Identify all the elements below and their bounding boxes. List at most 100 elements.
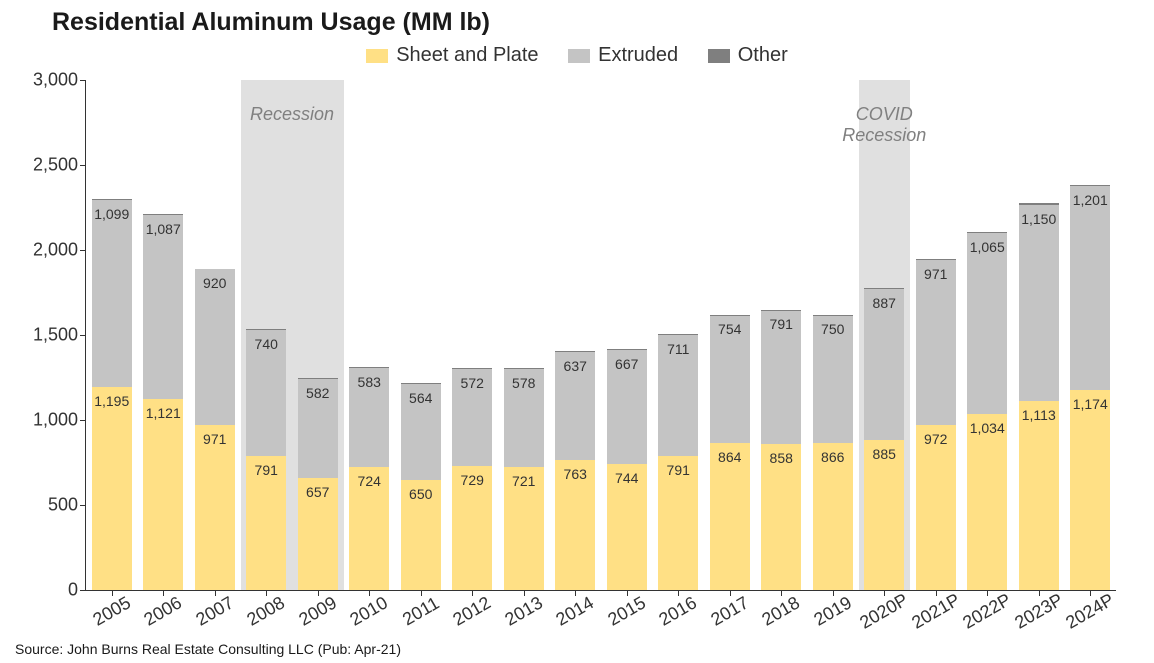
plot-area: RecessionCOVIDRecession05001,0001,5002,0… [86, 80, 1116, 590]
y-tick-label: 0 [68, 580, 78, 601]
x-axis-label: 2021P [908, 589, 964, 633]
bar-segment-sheet [813, 443, 853, 590]
bar-segment-sheet [967, 414, 1007, 590]
bar-segment-sheet [504, 467, 544, 590]
bar-segment-other [967, 232, 1007, 233]
bar-segment-extruded [761, 310, 801, 444]
x-tick [884, 590, 885, 596]
x-axis-label: 2018 [759, 592, 804, 630]
legend-label-other: Other [738, 44, 788, 67]
x-tick [421, 590, 422, 596]
y-tick [80, 250, 86, 251]
bar-segment-other [864, 288, 904, 289]
bar-segment-extruded [401, 384, 441, 480]
bar-segment-other [401, 383, 441, 384]
bar-segment-other [504, 368, 544, 369]
y-tick-label: 500 [48, 495, 78, 516]
x-tick [730, 590, 731, 596]
bar-segment-extruded [710, 315, 750, 443]
x-tick [215, 590, 216, 596]
bar-segment-extruded [143, 215, 183, 400]
y-tick [80, 80, 86, 81]
bar-segment-extruded [1070, 186, 1110, 390]
bar-segment-sheet [607, 464, 647, 590]
bar-segment-sheet [452, 466, 492, 590]
bar-segment-other [298, 378, 338, 379]
y-tick-label: 1,000 [33, 410, 78, 431]
bar-segment-extruded [452, 369, 492, 466]
bar-segment-extruded [967, 233, 1007, 414]
x-axis-label: 2014 [553, 592, 598, 630]
y-tick [80, 590, 86, 591]
bar-segment-extruded [813, 315, 853, 443]
x-axis-label: 2011 [399, 593, 443, 631]
bar-segment-extruded [607, 350, 647, 463]
y-tick-label: 3,000 [33, 70, 78, 91]
x-axis-label: 2005 [89, 592, 134, 630]
bar-segment-sheet [1019, 401, 1059, 590]
bar-segment-extruded [298, 379, 338, 478]
x-tick [524, 590, 525, 596]
bar-segment-extruded [658, 335, 698, 456]
x-tick [575, 590, 576, 596]
bar-segment-extruded [1019, 205, 1059, 401]
y-tick [80, 420, 86, 421]
bar-segment-extruded [349, 368, 389, 467]
bar-segment-sheet [761, 444, 801, 590]
y-tick-label: 1,500 [33, 325, 78, 346]
x-axis-label: 2010 [347, 592, 392, 630]
chart-title: Residential Aluminum Usage (MM lb) [52, 8, 490, 37]
x-axis-label: 2022P [959, 589, 1015, 633]
bar-segment-other [555, 351, 595, 352]
x-axis-label: 2013 [501, 592, 546, 630]
x-tick [112, 590, 113, 596]
bar-segment-other [349, 367, 389, 368]
bar-segment-other [1019, 203, 1059, 205]
bar-segment-other [92, 199, 132, 200]
bar-segment-other [813, 315, 853, 316]
bar-segment-sheet [143, 399, 183, 590]
x-axis-label: 2019 [810, 592, 855, 630]
recession-label: Recession [250, 104, 334, 125]
legend-label-extruded: Extruded [598, 44, 678, 67]
bar-segment-sheet [349, 467, 389, 590]
bar-segment-sheet [916, 425, 956, 590]
x-tick [833, 590, 834, 596]
bar-segment-sheet [246, 456, 286, 590]
bar-segment-other [1070, 185, 1110, 187]
legend-item-extruded: Extruded [568, 44, 678, 67]
y-tick-label: 2,500 [33, 155, 78, 176]
y-tick [80, 505, 86, 506]
bar-segment-other [916, 259, 956, 260]
x-axis-label: 2020P [856, 589, 912, 633]
x-tick [987, 590, 988, 596]
x-axis-label: 2016 [656, 592, 701, 630]
bar-segment-sheet [864, 440, 904, 590]
x-tick [781, 590, 782, 596]
x-axis-label: 2017 [707, 592, 752, 630]
bar-segment-extruded [92, 200, 132, 387]
legend-label-sheet: Sheet and Plate [396, 44, 538, 67]
bar-segment-sheet [658, 456, 698, 590]
bar-segment-extruded [195, 269, 235, 425]
legend-item-sheet: Sheet and Plate [366, 44, 538, 67]
bar-segment-other [246, 329, 286, 330]
x-tick [318, 590, 319, 596]
bar-segment-other [658, 334, 698, 335]
x-axis-label: 2008 [244, 592, 289, 630]
bar-segment-extruded [916, 260, 956, 425]
x-axis-label: 2009 [295, 592, 340, 630]
x-tick [627, 590, 628, 596]
x-tick [936, 590, 937, 596]
bar-segment-extruded [504, 369, 544, 467]
bar-segment-sheet [298, 478, 338, 590]
chart-container: Residential Aluminum Usage (MM lb) Sheet… [0, 0, 1154, 663]
x-tick [678, 590, 679, 596]
x-tick [1039, 590, 1040, 596]
x-axis-label: 2007 [192, 592, 237, 630]
x-tick [163, 590, 164, 596]
bar-segment-sheet [1070, 390, 1110, 590]
x-tick [472, 590, 473, 596]
y-tick [80, 165, 86, 166]
bar-segment-sheet [555, 460, 595, 590]
